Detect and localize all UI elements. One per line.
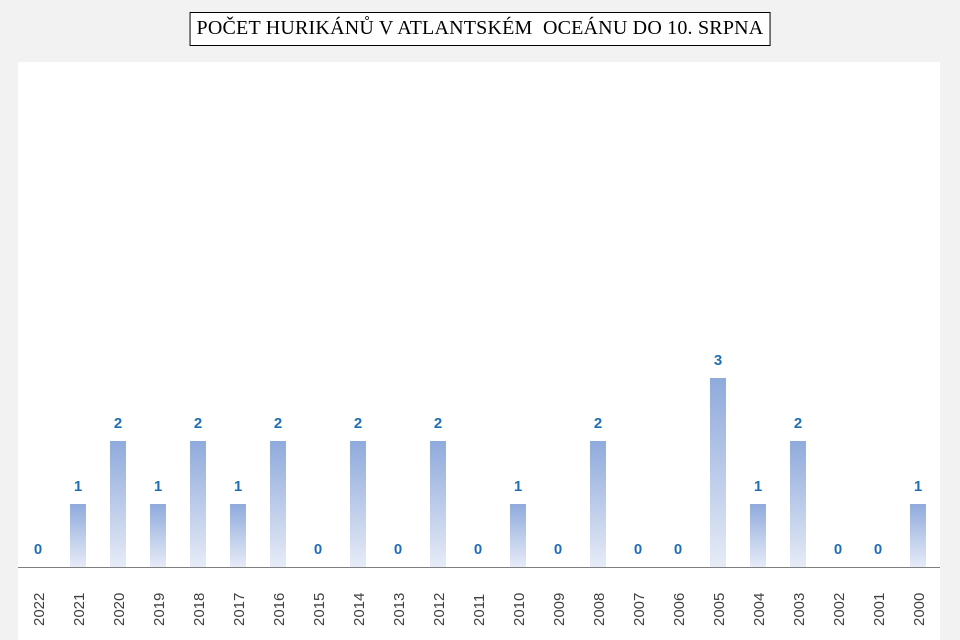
x-tick-label-2007: 2007 [631,593,648,626]
data-label-2008: 2 [594,415,602,432]
data-label-2011: 0 [474,541,482,558]
data-label-2016: 2 [274,415,282,432]
bar-2008 [590,441,606,567]
x-tick-label-2005: 2005 [711,593,728,626]
data-label-2002: 0 [834,541,842,558]
x-tick-label-2011: 2011 [471,594,488,626]
x-tick-label-2004: 2004 [751,593,768,626]
x-tick-label-2016: 2016 [271,593,288,626]
x-tick-label-2017: 2017 [231,593,248,626]
x-tick-label-2020: 2020 [111,593,128,626]
data-label-2012: 2 [434,415,442,432]
x-tick-label-2009: 2009 [551,593,568,626]
x-tick-label-2015: 2015 [311,593,328,626]
data-label-2017: 1 [234,478,242,495]
data-label-2004: 1 [754,478,762,495]
bar-2012 [430,441,446,567]
chart-title: POČET HURIKÁNŮ V ATLANTSKÉM OCEÁNU DO 10… [189,12,771,46]
bar-2000 [910,504,926,567]
data-label-2000: 1 [914,478,922,495]
bar-2020 [110,441,126,567]
data-label-2003: 2 [794,415,802,432]
data-label-2006: 0 [674,541,682,558]
x-tick-label-2022: 2022 [31,593,48,626]
x-tick-label-2012: 2012 [431,593,448,626]
x-tick-label-2003: 2003 [791,593,808,626]
data-label-2020: 2 [114,415,122,432]
data-label-2001: 0 [874,541,882,558]
x-tick-label-2010: 2010 [511,593,528,626]
x-tick-label-2000: 2000 [911,593,928,626]
data-label-2007: 0 [634,541,642,558]
data-label-2018: 2 [194,415,202,432]
bar-2016 [270,441,286,567]
bar-2021 [70,504,86,567]
bar-2017 [230,504,246,567]
x-tick-label-2006: 2006 [671,593,688,626]
data-label-2019: 1 [154,478,162,495]
data-label-2014: 2 [354,415,362,432]
data-label-2013: 0 [394,541,402,558]
bar-2018 [190,441,206,567]
x-tick-label-2001: 2001 [871,593,888,626]
plot-area [18,62,940,640]
data-label-2005: 3 [714,352,722,369]
data-label-2022: 0 [34,541,42,558]
x-tick-label-2021: 2021 [71,593,88,626]
x-tick-label-2014: 2014 [351,593,368,626]
data-label-2009: 0 [554,541,562,558]
bar-2004 [750,504,766,567]
x-tick-label-2018: 2018 [191,593,208,626]
data-label-2021: 1 [74,478,82,495]
x-tick-label-2002: 2002 [831,593,848,626]
x-tick-label-2013: 2013 [391,593,408,626]
x-tick-label-2008: 2008 [591,593,608,626]
bar-2010 [510,504,526,567]
data-label-2010: 1 [514,478,522,495]
data-label-2015: 0 [314,541,322,558]
x-tick-label-2019: 2019 [151,593,168,626]
bar-2003 [790,441,806,567]
bar-2005 [710,378,726,567]
bar-2019 [150,504,166,567]
bar-2014 [350,441,366,567]
